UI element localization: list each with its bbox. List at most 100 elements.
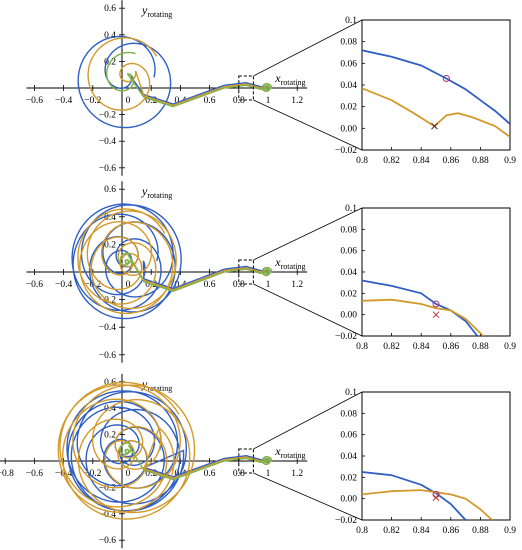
x-tick-label: 1.2 bbox=[291, 96, 303, 106]
inset-x-tick-label: 0.82 bbox=[383, 156, 400, 166]
trajectory-green bbox=[119, 252, 273, 293]
inset-y-tick-label: 0.00 bbox=[340, 124, 357, 134]
inset-y-tick-label: 0.04 bbox=[340, 452, 357, 462]
zoom-box bbox=[238, 448, 254, 474]
origin-label: 0 bbox=[126, 469, 131, 479]
trajectory-green bbox=[119, 442, 273, 481]
x-tick-label: −0.6 bbox=[26, 469, 43, 479]
inset-x-tick-label: 0.9 bbox=[504, 342, 516, 352]
y-tick-label: −0.6 bbox=[99, 351, 116, 361]
inset-y-tick-label: 0.02 bbox=[340, 473, 357, 483]
inset-circle-marker bbox=[432, 300, 440, 308]
inset-curve-orange bbox=[362, 87, 510, 138]
x-tick-label: 0.6 bbox=[204, 96, 216, 106]
inset-x-tick-label: 0.88 bbox=[472, 526, 489, 536]
inset-y-tick-label: 0.08 bbox=[340, 38, 357, 48]
trajectory-blue bbox=[66, 390, 273, 512]
y-tick-label: −0.2 bbox=[99, 483, 116, 493]
y-tick-label: −0.6 bbox=[99, 536, 116, 546]
inset-y-tick-label: 0.1 bbox=[345, 16, 357, 26]
zoom-connector bbox=[253, 99, 363, 151]
zoom-connector bbox=[253, 391, 363, 450]
inset-cross-marker bbox=[432, 494, 440, 501]
x-tick-label: −0.6 bbox=[26, 280, 43, 290]
inset-curve-orange bbox=[362, 298, 485, 336]
y-tick-label: 0.6 bbox=[104, 185, 116, 195]
inset-x-tick-label: 0.86 bbox=[442, 526, 459, 536]
y-tick-label: 0.6 bbox=[104, 4, 116, 14]
trajectory-orange bbox=[77, 208, 273, 315]
inset-y-tick-label: 0.00 bbox=[340, 495, 357, 505]
y-tick-label: 0.2 bbox=[104, 431, 116, 441]
x-tick-label: 0.8 bbox=[233, 96, 245, 106]
inset-frame bbox=[361, 391, 511, 521]
x-tick-label: 1 bbox=[266, 96, 271, 106]
y-axis-label: yrotating bbox=[141, 184, 172, 200]
x-tick-label: 1.2 bbox=[291, 280, 303, 290]
inset-cross-marker bbox=[431, 122, 438, 130]
x-axis-label: xrotating bbox=[274, 71, 305, 87]
inset-circle-marker bbox=[442, 75, 450, 82]
x-axis-label: xrotating bbox=[274, 255, 305, 271]
inset-y-tick-label: 0.02 bbox=[340, 103, 357, 113]
inset-x-tick-label: 0.8 bbox=[356, 526, 368, 536]
inset-x-tick-label: 0.8 bbox=[356, 156, 368, 166]
x-tick-label: 0.4 bbox=[174, 280, 186, 290]
inset-y-tick-label: 0.00 bbox=[340, 311, 357, 321]
chart-panel-top: −0.6 −0.4 −0.2 0.2 0.4 0.6 0.8 1 1.20.60.40.2−0.… bbox=[26, 0, 516, 176]
zoom-box bbox=[238, 259, 254, 285]
zoom-connector bbox=[253, 472, 363, 521]
inset-y-tick-label: 0.04 bbox=[340, 268, 357, 278]
y-tick-label: 0.6 bbox=[104, 378, 116, 388]
x-axis-label: xrotating bbox=[274, 444, 305, 460]
inset-x-tick-label: 0.84 bbox=[413, 342, 430, 352]
inset-x-tick-label: 0.82 bbox=[383, 526, 400, 536]
inset-x-tick-label: 0.88 bbox=[472, 156, 489, 166]
inset-y-tick-label: 0.04 bbox=[340, 81, 357, 91]
x-tick-label: 0.6 bbox=[204, 469, 216, 479]
x-tick-label: 0.6 bbox=[204, 280, 216, 290]
y-tick-label: 0.4 bbox=[104, 404, 116, 414]
inset-x-tick-label: 0.88 bbox=[472, 342, 489, 352]
y-axis-label: yrotating bbox=[141, 3, 172, 19]
inset-x-tick-label: 0.86 bbox=[442, 156, 459, 166]
trajectory-orange bbox=[87, 37, 273, 111]
trajectory-green bbox=[106, 51, 273, 108]
x-tick-label: 0.8 bbox=[233, 280, 245, 290]
inset-curve-blue bbox=[362, 49, 510, 125]
inset-curve-blue bbox=[362, 471, 467, 520]
chart-panel-bottom: −0.8−0.6−0.4−0.20.20.40.60.811.20.60.40.… bbox=[0, 373, 516, 549]
x-tick-label: −0.8 bbox=[0, 469, 14, 479]
zoom-connector bbox=[253, 19, 363, 77]
inset-x-tick-label: 0.84 bbox=[413, 156, 430, 166]
inset-y-tick-label: 0.1 bbox=[345, 204, 357, 214]
x-tick-label: 0.2 bbox=[145, 96, 157, 106]
y-tick-label: −0.4 bbox=[99, 323, 116, 333]
x-tick-label: −0.4 bbox=[55, 280, 72, 290]
inset-y-tick-label: 0.08 bbox=[340, 225, 357, 235]
inset-y-tick-label: 0.06 bbox=[340, 431, 357, 441]
x-axis-label-sub: rotating bbox=[281, 78, 306, 87]
x-tick-label: 0.8 bbox=[233, 469, 245, 479]
inset-x-tick-label: 0.9 bbox=[504, 526, 516, 536]
inset-cross-marker bbox=[432, 311, 440, 319]
origin-label: 0 bbox=[126, 96, 131, 106]
x-tick-label: 1 bbox=[266, 280, 271, 290]
y-axis-label-sub: rotating bbox=[147, 384, 172, 393]
x-tick-label: −0.2 bbox=[84, 96, 101, 106]
x-tick-label: 1.2 bbox=[291, 469, 303, 479]
inset-curve-blue bbox=[362, 279, 479, 336]
x-tick-label: −0.4 bbox=[55, 96, 72, 106]
x-tick-label: 0.2 bbox=[145, 469, 157, 479]
inset-y-tick-label: −0.02 bbox=[335, 516, 357, 526]
inset-y-tick-label: 0.02 bbox=[340, 289, 357, 299]
x-tick-label: 1 bbox=[266, 469, 271, 479]
inset-frame bbox=[361, 19, 511, 151]
x-axis-label-sub: rotating bbox=[281, 451, 306, 460]
y-axis-label-sub: rotating bbox=[147, 191, 172, 200]
y-tick-label: −0.2 bbox=[99, 111, 116, 121]
inset-y-tick-label: 0.06 bbox=[340, 59, 357, 69]
inset-x-tick-label: 0.9 bbox=[504, 156, 516, 166]
y-tick-label: 0.2 bbox=[104, 240, 116, 250]
